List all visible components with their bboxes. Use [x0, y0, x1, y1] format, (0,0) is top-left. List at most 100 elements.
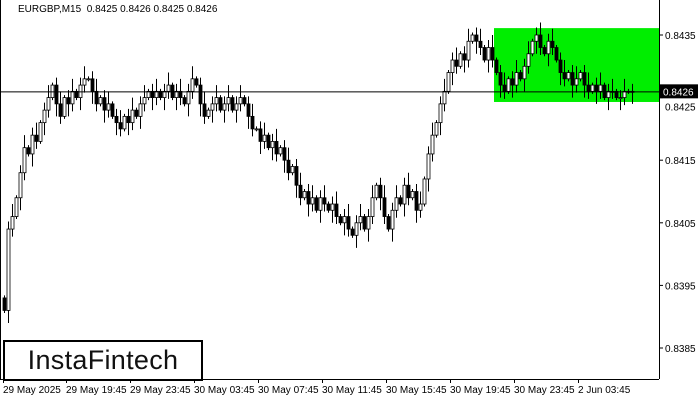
- candle-body: [554, 47, 559, 61]
- candle-body: [478, 40, 483, 48]
- y-tick-label: 0.8425: [665, 102, 696, 113]
- candle: [246, 96, 251, 129]
- candle: [558, 52, 563, 86]
- candle: [506, 76, 511, 94]
- candle-body: [190, 78, 195, 92]
- candle-body: [358, 216, 363, 224]
- x-tick-label: 30 May 15:45: [386, 385, 447, 396]
- candle: [282, 140, 287, 173]
- candle-body: [274, 141, 279, 155]
- candle-body: [354, 222, 359, 236]
- candle: [486, 40, 491, 73]
- candle: [374, 182, 379, 201]
- candle: [206, 107, 211, 119]
- candle-body: [98, 97, 103, 105]
- candle: [38, 120, 43, 144]
- candle-body: [58, 103, 63, 117]
- x-tick-label: 30 May 03:45: [194, 385, 255, 396]
- candle: [466, 28, 471, 68]
- candle-body: [426, 153, 431, 180]
- candle: [166, 72, 171, 99]
- x-tick-label: 29 May 19:45: [66, 385, 127, 396]
- candle-body: [2, 297, 7, 311]
- candle: [186, 83, 191, 117]
- candle: [354, 215, 359, 248]
- candle-body: [42, 109, 47, 124]
- candle-body: [430, 134, 435, 155]
- candle: [566, 70, 571, 82]
- candle-body: [138, 103, 143, 117]
- candle-body: [386, 216, 391, 230]
- candle-body: [382, 197, 387, 217]
- candle: [546, 33, 551, 67]
- candle-body: [218, 97, 223, 111]
- candle: [46, 85, 51, 118]
- candle-body: [502, 84, 507, 92]
- candle-body: [518, 72, 523, 80]
- candle-body: [294, 166, 299, 186]
- candle-body: [202, 103, 207, 117]
- candle-body: [10, 216, 15, 230]
- candle: [42, 102, 47, 136]
- candle: [130, 97, 135, 131]
- candle: [526, 41, 531, 74]
- candle-body: [378, 184, 383, 199]
- candle-body: [198, 84, 203, 105]
- candle: [66, 90, 71, 117]
- candle-body: [94, 90, 99, 105]
- candle: [534, 27, 539, 54]
- candle: [34, 122, 39, 149]
- candle-body: [410, 191, 415, 199]
- candle-body: [486, 47, 491, 61]
- candle-body: [66, 97, 71, 105]
- candle-body: [270, 141, 275, 149]
- candle-body: [54, 84, 59, 105]
- candle-body: [298, 184, 303, 199]
- candle: [250, 103, 255, 137]
- candle-body: [406, 184, 411, 199]
- candle: [118, 110, 123, 137]
- symbol-label: EURGBP,M15: [18, 4, 82, 15]
- candle: [174, 83, 179, 111]
- x-tick-label: 2 Jun 03:45: [578, 385, 631, 396]
- candle: [270, 133, 275, 161]
- candle-body: [286, 159, 291, 174]
- candle: [6, 221, 11, 323]
- candle-body: [374, 184, 379, 199]
- candle: [362, 214, 367, 232]
- candle: [218, 95, 223, 113]
- x-tick-label: 30 May 07:45: [258, 385, 319, 396]
- candle: [126, 108, 131, 136]
- candle-body: [70, 90, 75, 105]
- candle-body: [222, 103, 227, 111]
- candle-body: [574, 78, 579, 86]
- candle: [162, 83, 167, 111]
- candle: [242, 95, 247, 107]
- candle: [414, 183, 419, 223]
- candle: [62, 95, 67, 119]
- candle-body: [118, 122, 123, 130]
- candle-body: [102, 97, 107, 111]
- candle: [266, 132, 271, 151]
- candle: [198, 77, 203, 117]
- candle: [262, 122, 267, 149]
- candle: [494, 57, 499, 76]
- candle: [342, 209, 347, 236]
- candle-body: [494, 59, 499, 73]
- candle-body: [522, 65, 527, 80]
- candle: [10, 204, 15, 237]
- x-tick-label: 30 May 11:45: [322, 385, 382, 396]
- candle: [30, 127, 35, 167]
- candle-body: [590, 84, 595, 92]
- candle-body: [282, 147, 287, 161]
- candle-body: [62, 97, 67, 117]
- candle: [294, 158, 299, 198]
- candle: [318, 190, 323, 223]
- candle-body: [214, 97, 219, 105]
- candle-body: [402, 184, 407, 205]
- candle-body: [210, 103, 215, 111]
- candle-body: [474, 34, 479, 42]
- candle: [450, 52, 455, 86]
- candle-body: [442, 90, 447, 105]
